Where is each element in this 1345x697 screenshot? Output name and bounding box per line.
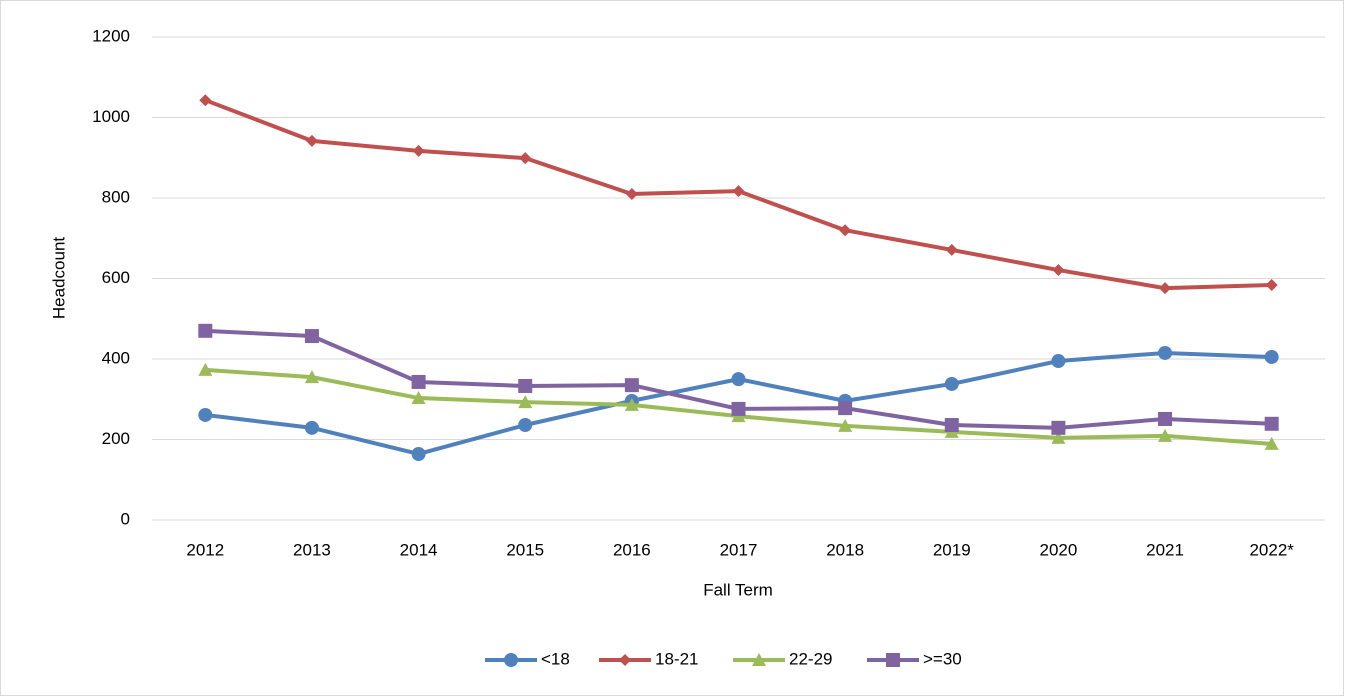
x-tick-label: 2019 [933, 540, 971, 559]
data-point [1158, 345, 1173, 360]
data-point [1265, 278, 1278, 291]
data-point [732, 185, 745, 198]
legend-label: 22-29 [789, 649, 832, 668]
data-point [624, 397, 639, 411]
data-point [305, 134, 318, 147]
data-point [198, 323, 213, 338]
data-point [1158, 411, 1173, 426]
x-tick-label: 2018 [826, 540, 864, 559]
x-tick-label: 2017 [720, 540, 758, 559]
legend-marker [619, 654, 631, 666]
data-point [198, 407, 213, 422]
legend-marker [886, 653, 900, 667]
data-point [304, 370, 319, 384]
data-point [1051, 354, 1066, 369]
legend-marker [504, 653, 518, 667]
data-point [411, 446, 426, 461]
data-point [944, 376, 959, 391]
data-point [1158, 428, 1173, 442]
x-axis-title: Fall Term [703, 580, 773, 599]
y-tick-label: 200 [102, 429, 130, 448]
data-point [519, 152, 532, 165]
x-tick-label: 2015 [506, 540, 544, 559]
data-point [304, 329, 319, 344]
data-point [1264, 436, 1279, 450]
data-point [1051, 420, 1066, 435]
legend-label: >=30 [923, 649, 962, 668]
data-point [1159, 282, 1172, 295]
data-point [625, 187, 638, 200]
data-point [1052, 264, 1065, 277]
data-point [199, 94, 212, 107]
legend-label: 18-21 [655, 649, 698, 668]
y-tick-label: 600 [102, 268, 130, 287]
legend-marker [752, 653, 766, 666]
data-point [304, 420, 319, 435]
y-tick-label: 0 [121, 509, 130, 528]
data-point [411, 374, 426, 389]
x-tick-label: 2021 [1146, 540, 1184, 559]
data-point [412, 144, 425, 157]
y-tick-label: 1200 [92, 26, 130, 45]
data-point [411, 391, 426, 405]
data-point [1264, 416, 1279, 431]
y-tick-label: 400 [102, 348, 130, 367]
y-tick-label: 800 [102, 187, 130, 206]
data-point [944, 418, 959, 433]
data-point [839, 224, 852, 237]
y-axis-title: Headcount [49, 237, 68, 320]
x-tick-label: 2014 [400, 540, 438, 559]
x-tick-label: 2013 [293, 540, 331, 559]
data-point [518, 378, 533, 393]
data-point [731, 401, 746, 416]
y-tick-label: 1000 [92, 107, 130, 126]
data-point [198, 362, 213, 376]
data-point [1051, 430, 1066, 444]
data-point [1264, 349, 1279, 364]
data-point [945, 243, 958, 256]
x-tick-label: 2020 [1039, 540, 1077, 559]
data-point [624, 378, 639, 393]
x-tick-label: 2012 [186, 540, 224, 559]
data-point [838, 418, 853, 432]
x-tick-label: 2022* [1249, 540, 1294, 559]
data-point [838, 401, 853, 416]
legend-label: <18 [541, 649, 570, 668]
data-point [731, 372, 746, 387]
x-tick-label: 2016 [613, 540, 651, 559]
data-point [518, 395, 533, 409]
data-point [518, 418, 533, 433]
